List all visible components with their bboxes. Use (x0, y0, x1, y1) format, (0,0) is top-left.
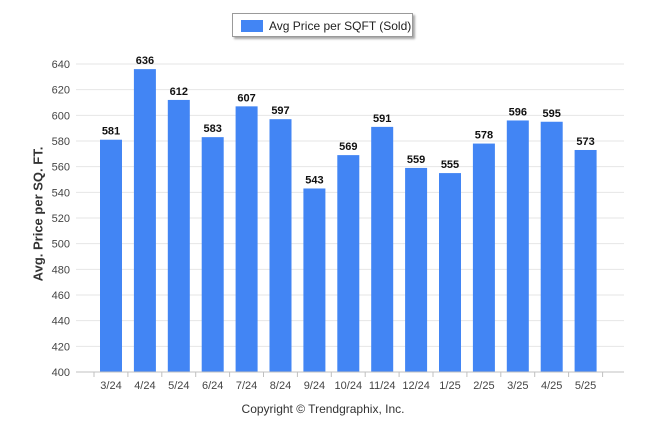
bar (405, 167, 428, 372)
x-tick-label: 1/25 (439, 380, 460, 392)
legend-swatch (241, 20, 263, 32)
y-tick-label: 480 (52, 264, 70, 276)
bar (201, 137, 224, 372)
x-tick-label: 12/24 (402, 380, 430, 392)
bar (303, 188, 326, 372)
x-tick-label: 5/25 (575, 380, 596, 392)
data-label: 636 (136, 55, 154, 67)
bar (269, 119, 292, 372)
data-label: 573 (576, 136, 594, 148)
data-label: 543 (305, 174, 323, 186)
x-tick-label: 11/24 (369, 380, 396, 392)
x-tick-label: 5/24 (168, 380, 189, 392)
bar (167, 99, 190, 372)
data-label: 569 (339, 141, 357, 153)
data-label: 583 (204, 123, 222, 135)
y-tick-label: 540 (52, 187, 70, 199)
data-label: 559 (407, 154, 425, 166)
y-tick-label: 600 (52, 110, 70, 122)
bar (235, 106, 258, 372)
y-tick-label: 500 (52, 239, 70, 251)
legend-label: Avg Price per SQFT (Sold) (269, 19, 412, 33)
bar (506, 120, 529, 372)
y-tick-label: 400 (52, 367, 70, 379)
x-tick-label: 3/25 (507, 380, 528, 392)
bar (574, 149, 597, 372)
x-tick-label: 8/24 (270, 380, 291, 392)
y-tick-label: 460 (52, 290, 70, 302)
data-label: 595 (543, 108, 561, 120)
data-label: 612 (170, 86, 188, 98)
x-tick-label: 4/25 (541, 380, 562, 392)
data-label: 607 (237, 92, 255, 104)
data-label: 596 (509, 106, 527, 118)
bar (371, 126, 394, 372)
y-tick-label: 520 (52, 213, 70, 225)
copyright-text: Copyright © Trendgraphix, Inc. (241, 402, 405, 416)
y-tick-label: 560 (52, 162, 70, 174)
bar (100, 139, 122, 372)
x-tick-label: 3/24 (100, 380, 121, 392)
x-tick-label: 2/25 (473, 380, 494, 392)
x-tick-label: 4/24 (134, 380, 155, 392)
data-label: 581 (102, 126, 120, 138)
x-tick-label: 6/24 (202, 380, 223, 392)
y-tick-label: 580 (52, 136, 70, 148)
y-tick-label: 620 (52, 85, 70, 97)
y-tick-label: 420 (52, 341, 70, 353)
bar (472, 143, 495, 372)
y-tick-label: 440 (52, 316, 70, 328)
y-tick-label: 640 (52, 59, 70, 71)
bar (337, 155, 360, 372)
x-tick-label: 7/24 (236, 380, 257, 392)
bar (133, 69, 156, 372)
bar (439, 173, 461, 372)
data-label: 597 (271, 105, 289, 117)
x-tick-label: 10/24 (335, 380, 363, 392)
bar (540, 121, 563, 372)
data-label: 591 (373, 113, 391, 125)
x-tick-label: 9/24 (304, 380, 325, 392)
data-label: 555 (441, 159, 459, 171)
data-label: 578 (475, 130, 493, 142)
legend: Avg Price per SQFT (Sold) (232, 13, 413, 37)
